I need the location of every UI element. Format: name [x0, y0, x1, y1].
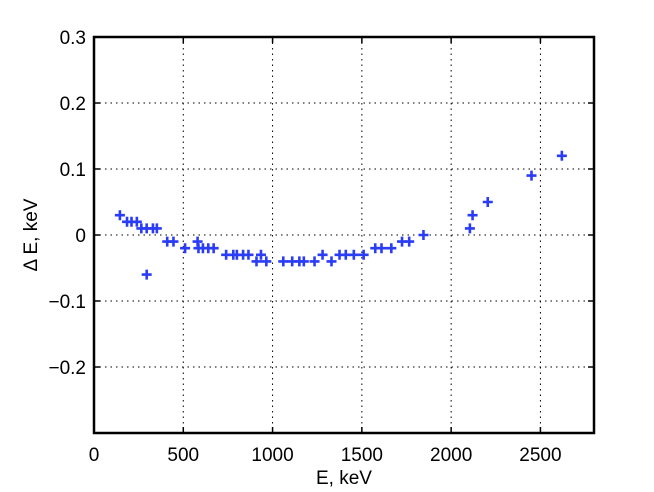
y-axis-label: Δ E, keV: [21, 198, 42, 271]
y-tick-label: −0.2: [48, 358, 86, 379]
data-point: [404, 236, 415, 247]
data-point: [180, 243, 191, 254]
data-point: [556, 150, 567, 161]
x-tick-label: 2500: [519, 445, 561, 466]
data-point: [358, 249, 369, 260]
y-tick-label: 0: [75, 226, 86, 247]
x-tick-label: 1500: [341, 445, 383, 466]
data-point: [208, 243, 219, 254]
x-tick-label: 500: [167, 445, 199, 466]
data-point: [168, 236, 179, 247]
data-point: [317, 249, 328, 260]
grid: [94, 37, 594, 433]
data-point: [251, 256, 262, 267]
x-tick-labels: 0 500 1000 1500 2000 2500: [89, 445, 562, 466]
data-point: [278, 256, 289, 267]
x-axis-label: E, keV: [316, 468, 372, 489]
data-point: [418, 230, 429, 240]
data-point: [326, 256, 337, 267]
data-point: [151, 223, 162, 234]
data-point: [131, 216, 142, 227]
x-tick-label: 2000: [430, 445, 472, 466]
y-tick-label: 0.2: [60, 94, 86, 115]
data-point: [255, 249, 266, 260]
data-point: [348, 249, 359, 260]
y-tick-label: −0.1: [48, 292, 86, 313]
data-points: [114, 150, 567, 280]
data-point: [261, 256, 272, 267]
x-tick-label: 1000: [251, 445, 293, 466]
data-point: [467, 210, 478, 221]
data-point: [376, 243, 387, 254]
y-tick-labels: −0.2 −0.1 0 0.1 0.2 0.3: [48, 28, 86, 379]
y-tick-label: 0.1: [60, 160, 86, 181]
data-point: [526, 170, 537, 181]
data-point: [114, 210, 125, 221]
data-point: [386, 243, 397, 254]
y-tick-label: 0.3: [60, 28, 86, 49]
data-point: [298, 256, 309, 267]
x-tick-label: 0: [89, 445, 100, 466]
data-point: [482, 197, 493, 207]
data-point: [141, 269, 152, 280]
data-point: [243, 249, 254, 260]
data-point: [309, 256, 320, 267]
data-point: [464, 223, 475, 234]
axis-ticks: [93, 36, 594, 433]
